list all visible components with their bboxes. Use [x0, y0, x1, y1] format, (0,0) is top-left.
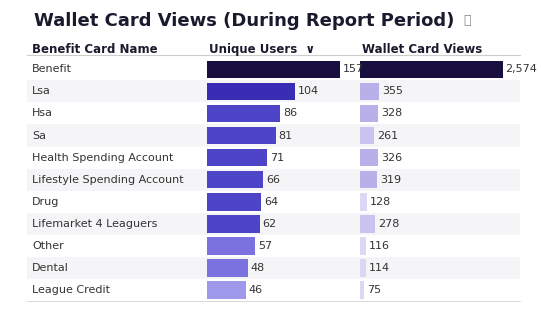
Text: Sa: Sa: [32, 131, 46, 141]
FancyBboxPatch shape: [27, 191, 520, 213]
Text: Wallet Card Views: Wallet Card Views: [362, 43, 483, 56]
FancyBboxPatch shape: [360, 171, 378, 188]
FancyBboxPatch shape: [27, 235, 520, 257]
FancyBboxPatch shape: [207, 105, 280, 122]
Text: 319: 319: [380, 175, 401, 185]
Text: 48: 48: [250, 263, 265, 273]
FancyBboxPatch shape: [360, 215, 375, 233]
FancyBboxPatch shape: [27, 102, 520, 124]
Text: 328: 328: [381, 108, 402, 118]
Text: 261: 261: [377, 131, 398, 141]
Text: 86: 86: [283, 108, 297, 118]
Text: Benefit: Benefit: [32, 64, 72, 74]
Text: Hsa: Hsa: [32, 108, 53, 118]
FancyBboxPatch shape: [207, 149, 267, 166]
Text: League Credit: League Credit: [32, 285, 110, 295]
Text: Wallet Card Views (During Report Period): Wallet Card Views (During Report Period): [34, 12, 454, 30]
FancyBboxPatch shape: [207, 61, 340, 78]
Text: 57: 57: [258, 241, 272, 251]
FancyBboxPatch shape: [27, 169, 520, 191]
Text: Health Spending Account: Health Spending Account: [32, 153, 174, 163]
FancyBboxPatch shape: [207, 127, 275, 144]
FancyBboxPatch shape: [27, 58, 520, 80]
Text: 114: 114: [369, 263, 390, 273]
FancyBboxPatch shape: [27, 257, 520, 279]
FancyBboxPatch shape: [360, 237, 366, 255]
Text: 64: 64: [264, 197, 278, 207]
FancyBboxPatch shape: [27, 124, 520, 147]
FancyBboxPatch shape: [360, 193, 367, 210]
Text: Lifemarket 4 Leaguers: Lifemarket 4 Leaguers: [32, 219, 157, 229]
Text: 2,574: 2,574: [506, 64, 537, 74]
FancyBboxPatch shape: [27, 80, 520, 102]
Text: Lifestyle Spending Account: Lifestyle Spending Account: [32, 175, 183, 185]
FancyBboxPatch shape: [360, 105, 378, 122]
Text: Benefit Card Name: Benefit Card Name: [32, 43, 157, 56]
FancyBboxPatch shape: [27, 213, 520, 235]
Text: 116: 116: [369, 241, 390, 251]
Text: Lsa: Lsa: [32, 86, 51, 96]
Text: 278: 278: [378, 219, 399, 229]
Text: 66: 66: [266, 175, 280, 185]
Text: 81: 81: [279, 131, 293, 141]
Text: 75: 75: [367, 285, 381, 295]
Text: 326: 326: [381, 153, 402, 163]
Text: Other: Other: [32, 241, 64, 251]
Text: 157: 157: [343, 64, 364, 74]
FancyBboxPatch shape: [360, 61, 503, 78]
FancyBboxPatch shape: [207, 83, 295, 100]
FancyBboxPatch shape: [360, 127, 374, 144]
Text: 71: 71: [270, 153, 284, 163]
FancyBboxPatch shape: [27, 279, 520, 301]
Text: 355: 355: [382, 86, 404, 96]
FancyBboxPatch shape: [207, 215, 260, 233]
Text: 46: 46: [249, 285, 263, 295]
Text: Dental: Dental: [32, 263, 69, 273]
FancyBboxPatch shape: [360, 259, 366, 277]
FancyBboxPatch shape: [360, 281, 364, 299]
FancyBboxPatch shape: [360, 149, 378, 166]
Text: ⓘ: ⓘ: [464, 14, 471, 27]
Text: 62: 62: [262, 219, 276, 229]
FancyBboxPatch shape: [207, 281, 246, 299]
Text: 104: 104: [298, 86, 319, 96]
Text: Unique Users  ∨: Unique Users ∨: [209, 43, 315, 56]
FancyBboxPatch shape: [207, 171, 263, 188]
FancyBboxPatch shape: [27, 147, 520, 169]
Text: 128: 128: [370, 197, 391, 207]
FancyBboxPatch shape: [207, 237, 255, 255]
FancyBboxPatch shape: [207, 259, 248, 277]
FancyBboxPatch shape: [207, 193, 261, 210]
Text: Drug: Drug: [32, 197, 60, 207]
FancyBboxPatch shape: [360, 83, 379, 100]
